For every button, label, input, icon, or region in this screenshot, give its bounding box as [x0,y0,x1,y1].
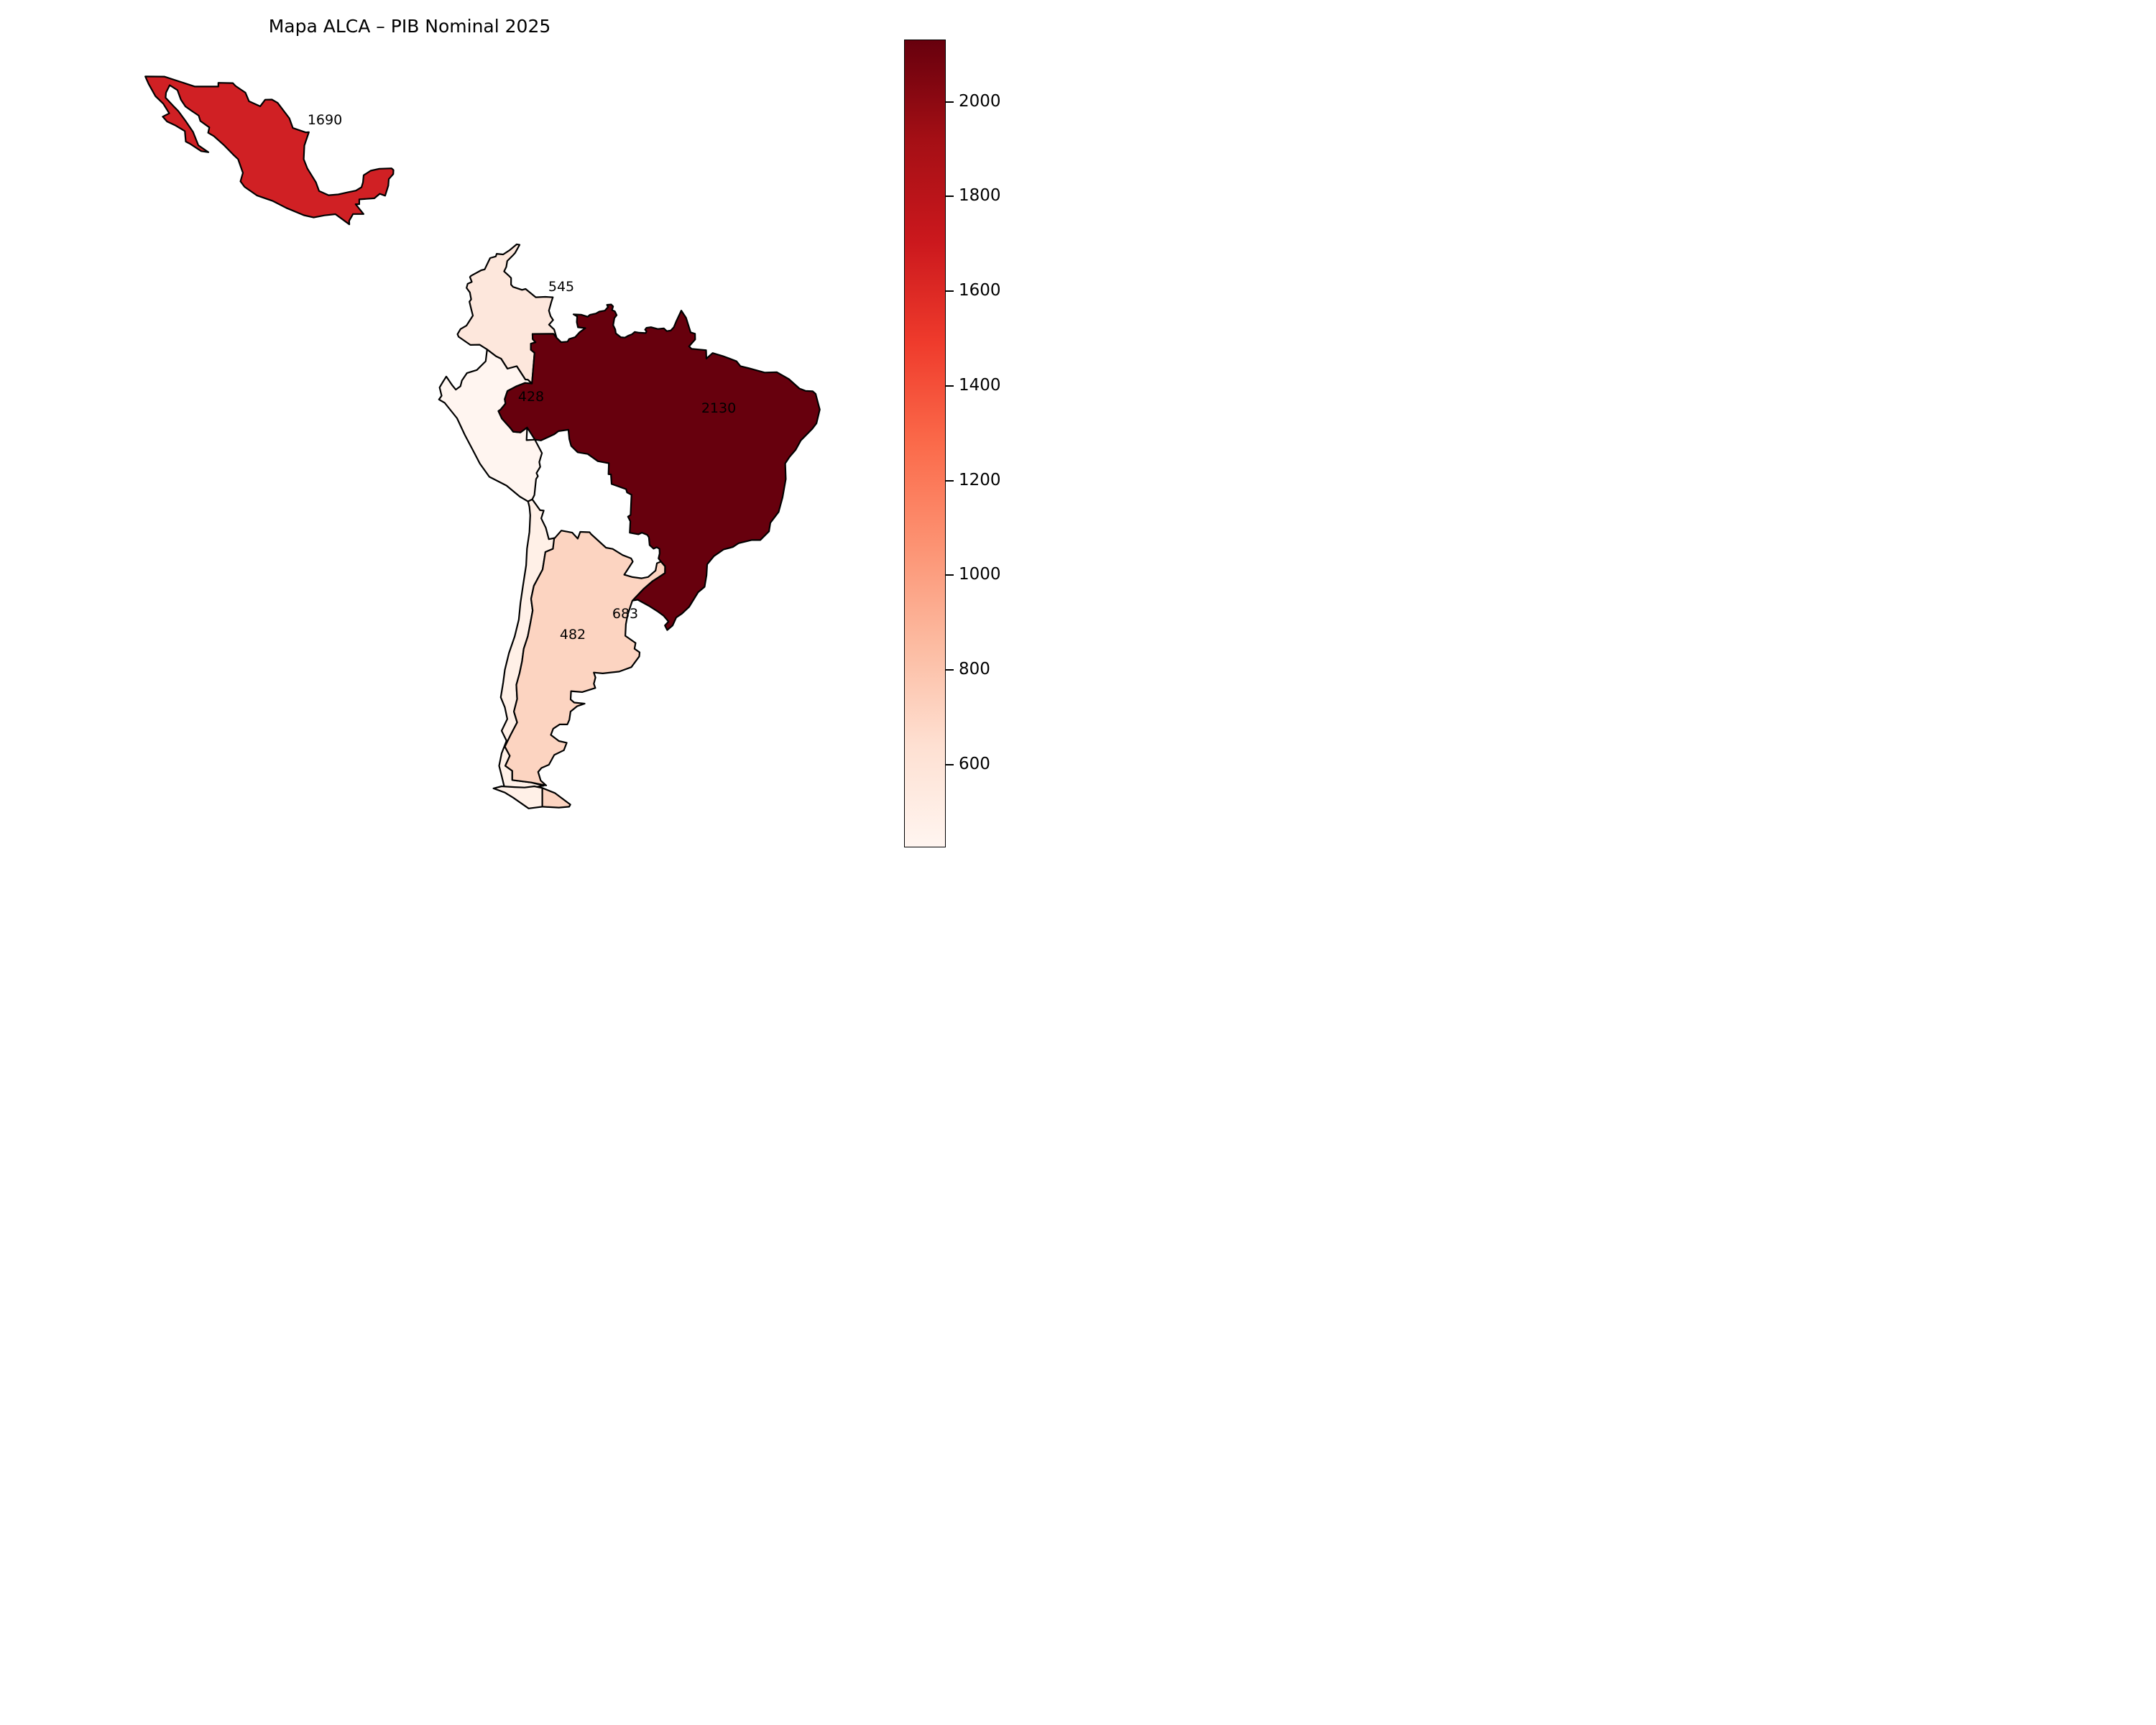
colorbar-tick-mark [945,574,954,576]
value-label-peru: 428 [518,389,544,405]
colorbar-tick-mark [945,669,954,671]
colorbar-tick-mark [945,385,954,387]
colorbar-tick-mark [945,290,954,293]
colorbar-tick-mark [945,479,954,482]
colorbar-tick-label: 600 [959,754,990,773]
colorbar-tick-label: 1200 [959,470,1001,489]
colorbar-tick-mark [945,763,954,765]
colorbar-tick-label: 1600 [959,281,1001,300]
colorbar-tick-label: 1000 [959,565,1001,584]
colorbar: 600 800 1000 1200 1400 1600 1800 2000 [904,40,1001,847]
figure-canvas: Mapa ALCA – PIB Nominal 2025 1690 545 42… [0,0,1078,862]
country-shapes [144,75,821,809]
country-shape-argentina-tierra-del-fuego [541,787,571,809]
value-label-brazil: 2130 [701,400,736,416]
country-shape-chile-tierra-del-fuego [492,785,543,809]
colorbar-tick-label: 2000 [959,91,1001,111]
country-shape-argentina [504,530,666,786]
country-shape-mexico [144,75,395,226]
choropleth-map: 1690 545 428 2130 683 482 [144,75,821,809]
colorbar-tick-mark [945,196,954,198]
colorbar-tick-label: 800 [959,660,990,679]
colorbar-tick-label: 1400 [959,375,1001,395]
value-label-colombia: 545 [548,279,574,295]
country-shape-brazil [497,303,821,631]
value-label-mexico: 1690 [308,112,342,128]
country-value-labels: 1690 545 428 2130 683 482 [308,112,736,643]
value-label-argentina: 683 [612,606,638,622]
value-label-chile: 482 [560,627,586,643]
colorbar-tick-mark [945,101,954,103]
colorbar-tick-label: 1800 [959,186,1001,206]
chart-title: Mapa ALCA – PIB Nominal 2025 [268,16,551,37]
